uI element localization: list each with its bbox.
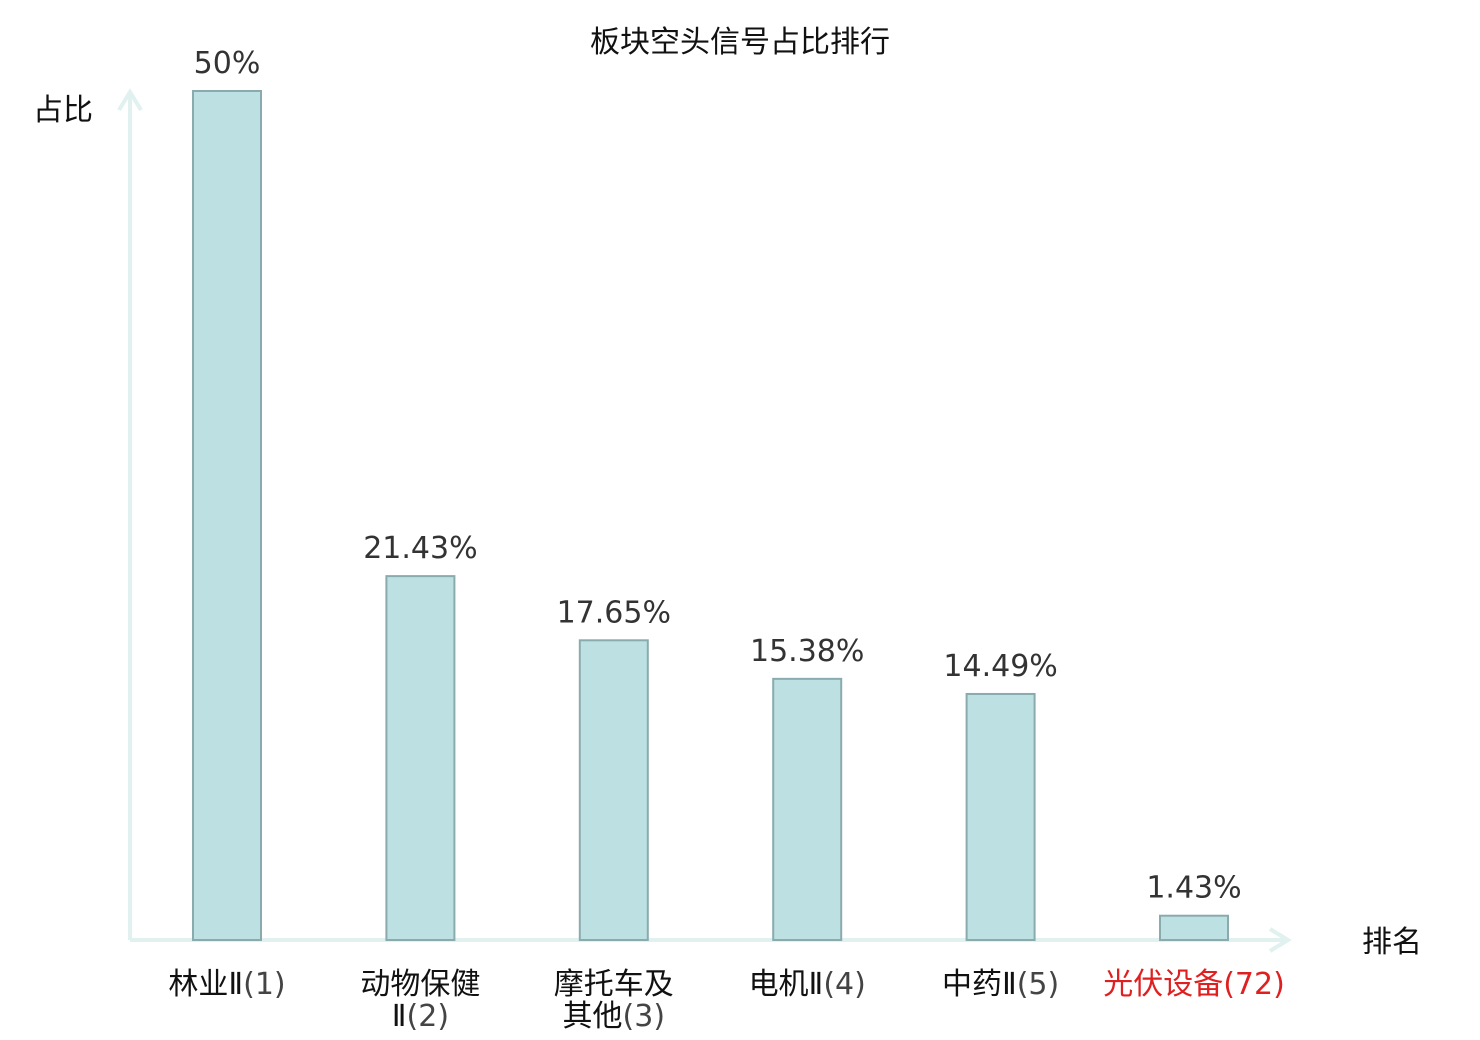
bar: [1159, 914, 1229, 942]
bar: [965, 692, 1036, 941]
x-tick-label: Ⅱ(2): [392, 999, 449, 1034]
bar: [192, 90, 262, 941]
x-tick-label: 其他(3): [563, 999, 666, 1034]
bars-group: [192, 90, 1229, 942]
data-label: 15.38%: [750, 634, 864, 669]
data-label: 1.43%: [1146, 871, 1241, 906]
chart-title: 板块空头信号占比排行: [590, 25, 890, 60]
data-label: 50%: [194, 46, 261, 81]
bar: [772, 677, 843, 941]
data-label: 17.65%: [557, 595, 671, 630]
bar: [385, 575, 456, 941]
x-tick-label: 电机Ⅱ(4): [749, 967, 866, 1002]
y-axis-arrow: [117, 88, 143, 112]
x-axis-arrow: [1268, 927, 1292, 953]
x-tick-label: 动物保健: [360, 967, 480, 1002]
x-tick-label: 光伏设备(72): [1103, 967, 1285, 1002]
bar: [578, 639, 649, 941]
x-tick-label: 摩托车及: [554, 967, 674, 1002]
x-tick-label: 中药Ⅱ(5): [942, 967, 1059, 1002]
x-tick-label: 林业Ⅱ(1): [168, 967, 285, 1002]
value-labels-group: 50% 21.43% 17.65% 15.38% 14.49% 1.43%: [194, 46, 1242, 906]
x-axis-label: 排名: [1362, 925, 1422, 960]
y-axis-label: 占比: [33, 93, 93, 128]
data-label: 14.49%: [943, 649, 1057, 684]
data-label: 21.43%: [363, 531, 477, 566]
